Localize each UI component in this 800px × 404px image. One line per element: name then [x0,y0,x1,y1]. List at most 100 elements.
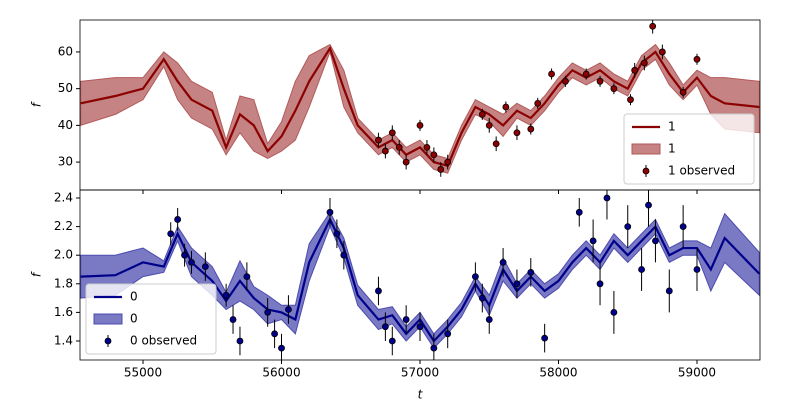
observed-point [271,330,278,338]
observed-point [444,158,452,166]
legend-label: 1 observed [668,164,735,178]
observed-point [430,151,438,159]
plot-area [80,190,760,360]
observed-point [513,280,521,288]
x-tick-label: 59000 [678,366,716,380]
legend-marker [642,167,650,175]
observed-point [243,273,251,281]
observed-point [582,70,590,78]
legend: 1 1 1 observed [623,113,755,185]
observed-point [679,88,687,96]
observed-point [278,344,285,352]
observed-point [174,216,182,223]
legend-patch [631,143,661,155]
y-tick-label: 60 [58,44,73,58]
observed-point [693,55,701,63]
legend-label: 1 [668,120,676,134]
observed-point [201,263,209,271]
observed-point [381,147,389,155]
observed-point [375,136,382,144]
observed-point [638,266,645,273]
observed-point [402,158,410,166]
legend: 0 0 0 observed [85,283,217,355]
observed-point [167,230,175,238]
observed-point [502,103,510,111]
y-tick-label: 2.4 [54,191,73,205]
observed-point [395,144,403,151]
y-tick-label: 40 [58,118,73,132]
observed-point [388,129,396,137]
legend-label: 0 [130,290,138,304]
observed-point [416,323,424,331]
plot-area [80,20,760,177]
observed-point [402,316,410,323]
observed-point [478,294,486,302]
observed-point [375,287,382,295]
legend-patch [93,313,123,325]
observed-point [562,77,569,85]
observed-point [589,237,597,245]
y-tick-label: 2.0 [54,248,73,262]
y-tick-label: 1.8 [54,276,73,290]
observed-point [485,316,493,323]
observed-point [649,22,657,30]
y-axis-label: f [30,271,44,277]
observed-point [444,330,452,338]
observed-point [610,308,618,316]
observed-point [326,208,334,216]
observed-point [658,48,666,56]
observed-point [527,268,535,276]
y-tick-label: 30 [58,155,73,169]
observed-point [640,59,648,67]
observed-point [236,337,244,345]
x-tick-label: 57000 [401,366,439,380]
observed-point [416,121,424,129]
y-tick-label: 2.2 [54,219,73,233]
y-tick-label: 1.6 [54,305,73,319]
legend-box [623,113,755,185]
y-tick-label: 1.4 [54,333,73,347]
observed-point [627,96,634,104]
x-axis-label: t [418,388,424,401]
legend-label: 0 [130,312,138,326]
observed-point [527,125,535,133]
observed-point [652,237,659,245]
observed-point [423,144,431,151]
legend-label: 1 [668,142,676,156]
y-axis-label: f [30,101,44,107]
y-tick-label: 50 [58,81,73,95]
observed-point [229,316,237,323]
observed-point [381,323,389,331]
observed-point [645,201,652,209]
observed-point [499,258,507,266]
observed-point [492,140,500,148]
observed-point [478,110,486,118]
observed-point [285,306,292,313]
observed-point [624,223,632,231]
observed-point [340,251,348,259]
observed-point [437,166,445,173]
observed-point [388,337,396,345]
confidence-band [80,211,760,349]
observed-point [222,291,230,299]
observed-point [534,99,542,107]
legend-marker [104,337,112,345]
observed-point [693,266,701,273]
observed-point [610,85,618,93]
observed-point [603,194,611,202]
observed-point [679,223,687,231]
observed-point [188,258,195,266]
observed-point [430,344,438,352]
observed-point [548,70,555,78]
observed-point [665,287,673,295]
observed-point [596,280,604,288]
legend-label: 0 observed [130,334,197,348]
observed-point [181,251,188,259]
legend-box [85,283,217,355]
observed-point [575,208,583,216]
x-tick-label: 56000 [262,366,300,380]
observed-point [513,129,521,137]
observed-point [541,334,549,342]
x-tick-label: 58000 [539,366,577,380]
